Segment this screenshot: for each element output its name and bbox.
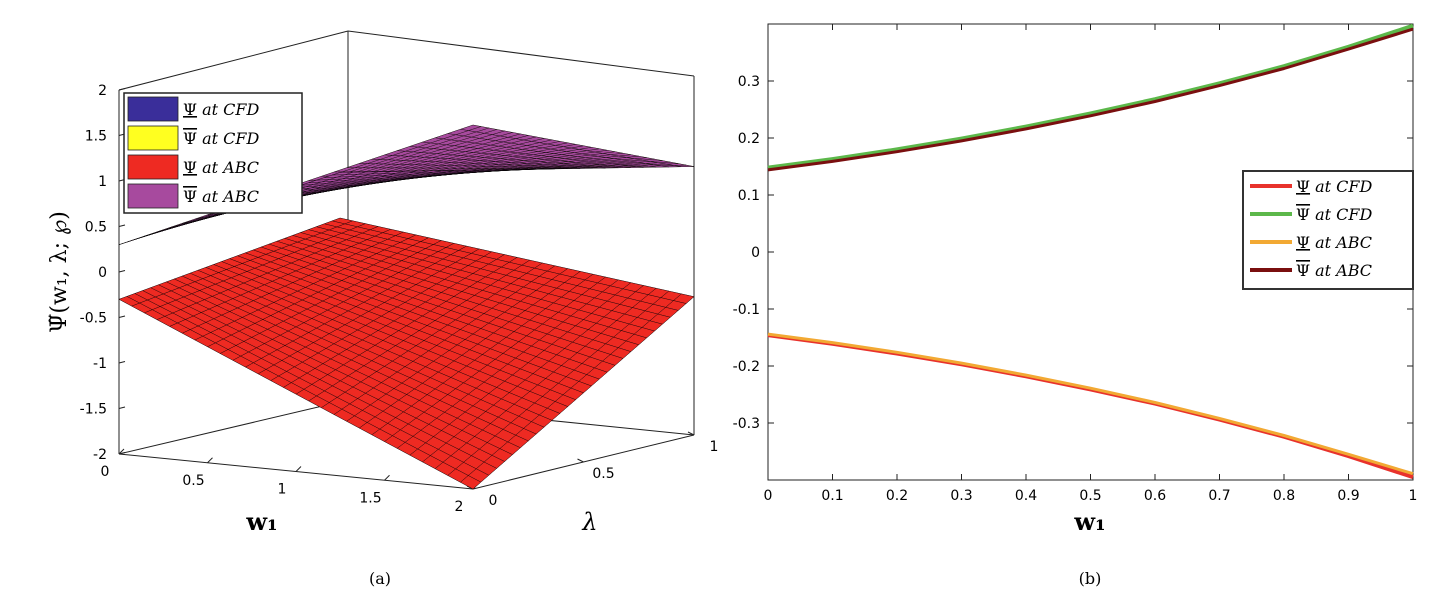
legend-label: Ψ at ABC [183,158,259,177]
y-tick-label: 0 [751,245,760,261]
y-tick-label: -0.3 [733,416,760,432]
y-tick [578,459,584,462]
x-tick-label: 0.7 [1208,488,1230,504]
z-tick-label: 0 [98,265,107,281]
x-tick-label: 0 [101,464,110,480]
z-axis-label: Ψ̃(w₁, λ; ℘) [47,211,72,333]
legend-swatch [128,126,178,150]
x-tick-label: 1 [1409,488,1418,504]
x-tick [385,475,390,480]
y-tick-label: 1 [710,439,719,455]
x-tick-label: 0.3 [950,488,972,504]
z-tick-label: -0.5 [80,311,107,327]
z-tick [119,407,125,409]
y-tick-label: -0.2 [733,359,760,375]
line-panel: 0 0.1 0.2 0.3 0.4 0.5 0.6 0.7 0.8 0.9 1 0.3 0.2 0.1 0 -… [733,24,1418,588]
x-axis-label: w₁ [1073,507,1105,536]
surface-psi-abc [119,218,694,489]
legend-label: Ψ at CFD [1296,205,1373,224]
legend-swatch [128,155,178,179]
panel-label-a: (a) [369,569,391,588]
z-tick-label: 0.5 [85,220,107,236]
z-tick [119,225,125,227]
x-tick-label: 1 [278,482,287,498]
legend-swatch [128,184,178,208]
surface-cell [119,238,140,245]
z-tick-label: -1 [93,356,107,372]
z-tick [119,271,125,273]
x-tick-label: 0.6 [1144,488,1166,504]
x-tick-label: 0.1 [821,488,843,504]
z-tick-label: 2 [98,83,107,99]
back-top-line [348,31,694,76]
x-axis-label: w₁ [245,507,277,536]
x-tick-label: 0.5 [1079,488,1101,504]
y-tick-label: 0.2 [738,131,760,147]
y-tick-label: -0.1 [733,302,760,318]
z-tick-label: -1.5 [80,402,107,418]
z-tick-label: 1.5 [85,129,107,145]
legend-b: Ψ at CFD Ψ at CFD Ψ at ABC Ψ at ABC [1243,171,1413,289]
legend-a: Ψ at CFD Ψ at CFD Ψ at ABC Ψ at ABC [124,93,302,213]
z-tick-label: -2 [93,447,107,463]
legend-label: Ψ at ABC [1296,261,1372,280]
x-tick-label: 0 [764,488,773,504]
legend-label: Ψ at CFD [1296,177,1373,196]
legend-label: Ψ at CFD [183,100,260,119]
floor-left-line [119,400,348,454]
x-tick-label: 0.2 [886,488,908,504]
panel-label-b: (b) [1079,569,1102,588]
x-tick-label: 0.8 [1273,488,1295,504]
x-tick-label: 1.5 [359,490,381,506]
x-tick-label: 2 [455,499,464,515]
legend-swatch [128,97,178,121]
x-tick-label: 0.9 [1337,488,1359,504]
y-tick-label: 0.5 [592,466,614,482]
z-tick [119,316,125,318]
back-left-top-line [119,31,348,90]
x-tick [208,458,213,463]
y-tick-label: 0.1 [738,188,760,204]
x-tick-label: 0.4 [1015,488,1037,504]
x-tick-label: 0.5 [182,473,204,489]
x-tick [296,467,301,472]
y-tick-label: 0 [489,493,498,509]
y-axis-label: λ [581,508,597,536]
legend-label: Ψ at CFD [183,129,260,148]
z-tick-label: 1 [98,174,107,190]
legend-label: Ψ at ABC [1296,233,1372,252]
z-tick [119,362,125,364]
y-tick-label: 0.3 [738,74,760,90]
legend-label: Ψ at ABC [183,187,259,206]
